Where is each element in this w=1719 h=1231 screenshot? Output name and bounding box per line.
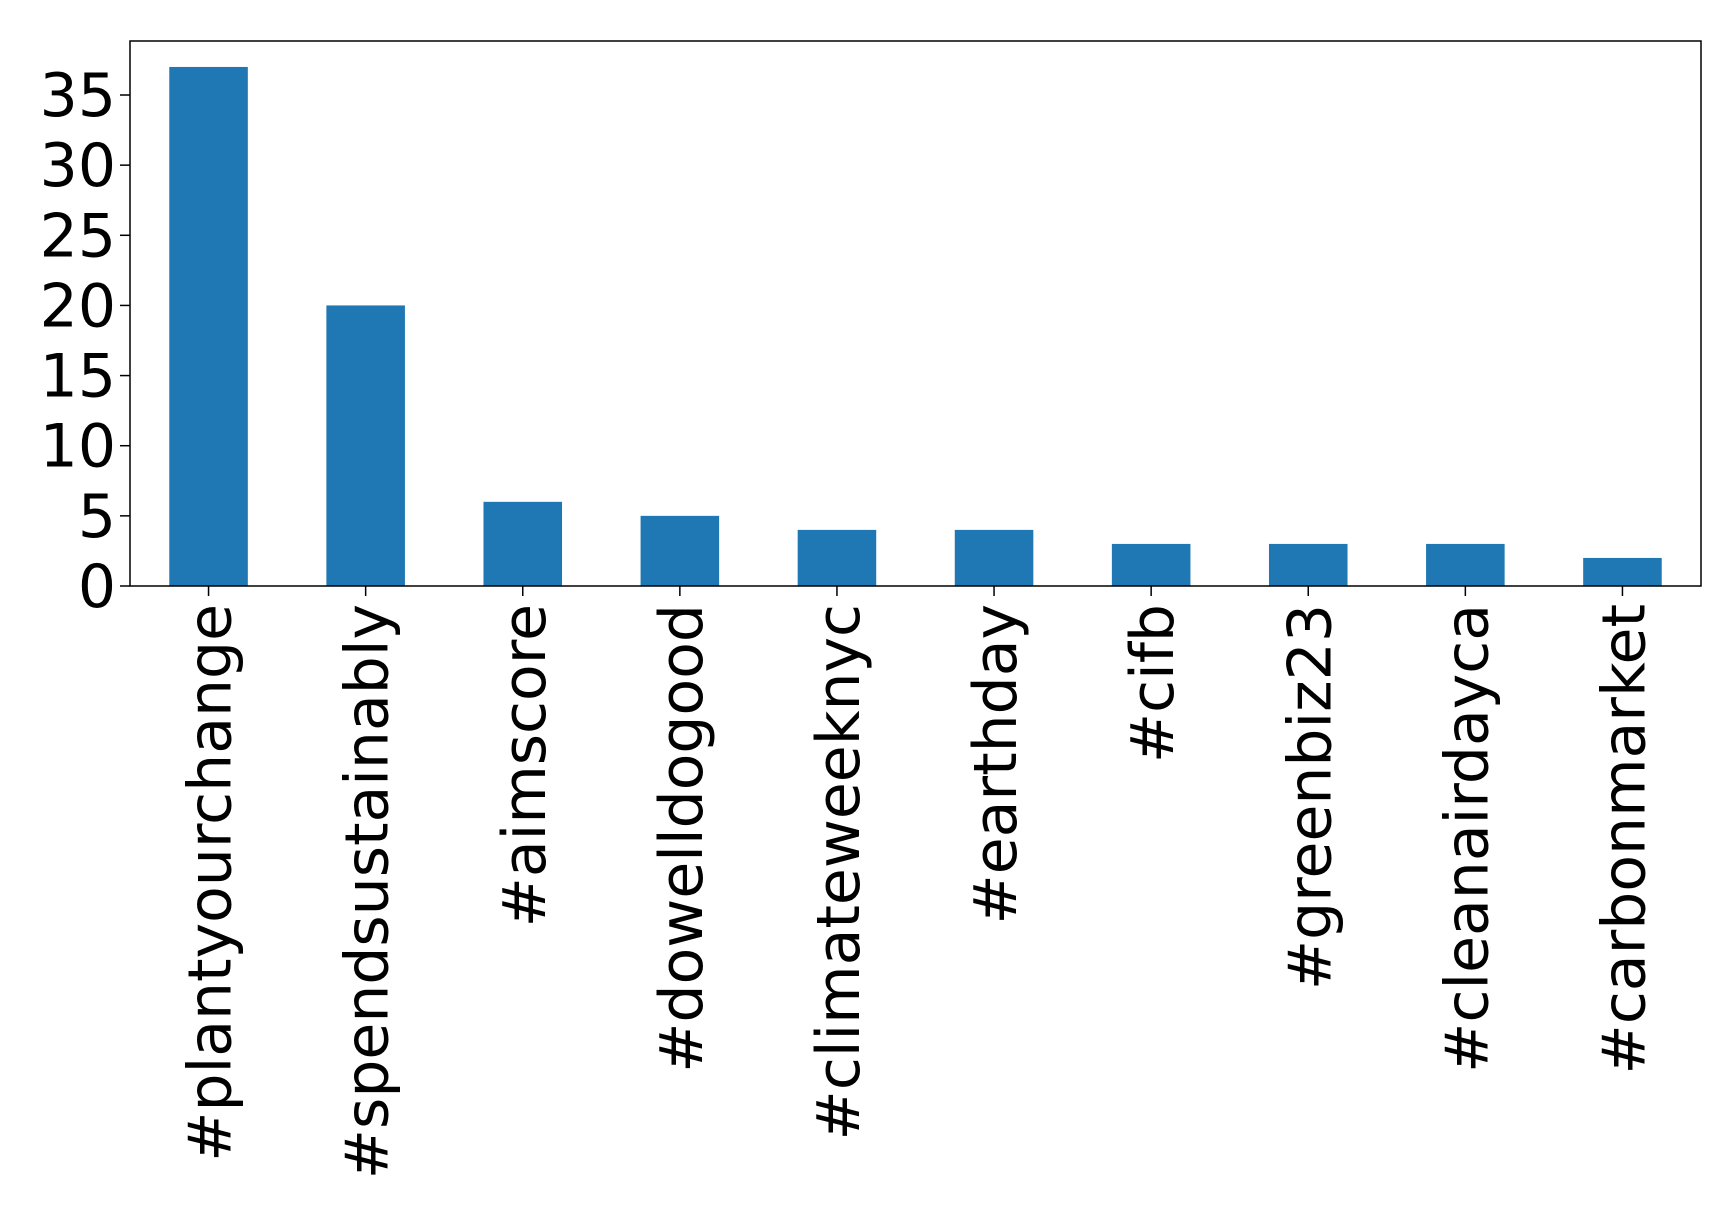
- bar-cifb: [1111, 543, 1191, 586]
- x-tick-label: #plantyourchange: [176, 604, 246, 1162]
- y-tick-label: 5: [78, 482, 116, 552]
- x-tick-label: #cleanairdayca: [1432, 604, 1502, 1073]
- bar-carbonmarket: [1583, 557, 1662, 586]
- y-tick-label: 35: [40, 61, 116, 131]
- y-tick-label: 0: [78, 552, 116, 622]
- plot-frame: [129, 40, 1702, 587]
- bar-dowelldogood: [640, 515, 720, 586]
- bar-greenbiz23: [1268, 543, 1348, 586]
- y-tick-label: 20: [40, 271, 116, 341]
- x-tick-label: #carbonmarket: [1589, 604, 1659, 1074]
- x-tick-label: #climateweeknyc: [804, 604, 874, 1140]
- x-tick-label: #aimscore: [490, 604, 560, 927]
- y-tick-label: 30: [40, 131, 116, 201]
- y-tick-label: 10: [40, 412, 116, 482]
- x-tick-label: #cifb: [1118, 604, 1188, 763]
- bar-aimscore: [483, 501, 563, 586]
- bar-plantyourchange: [169, 66, 248, 586]
- x-axis: #plantyourchange #spendsustainably #aimsco…: [176, 586, 1659, 1179]
- bars-layer: [169, 66, 1662, 586]
- x-tick-label: #spendsustainably: [333, 604, 403, 1179]
- bar-cleanairdayca: [1426, 543, 1505, 586]
- x-tick-label: #earthday: [961, 604, 1031, 925]
- bar-climateweeknyc: [797, 529, 877, 586]
- y-tick-label: 25: [40, 201, 116, 271]
- bar-earthday: [954, 529, 1034, 586]
- x-tick-label: #dowelldogood: [647, 604, 717, 1073]
- x-tick-label: #greenbiz23: [1275, 604, 1345, 990]
- y-tick-label: 15: [40, 342, 116, 412]
- bar-spendsustainably: [326, 305, 405, 586]
